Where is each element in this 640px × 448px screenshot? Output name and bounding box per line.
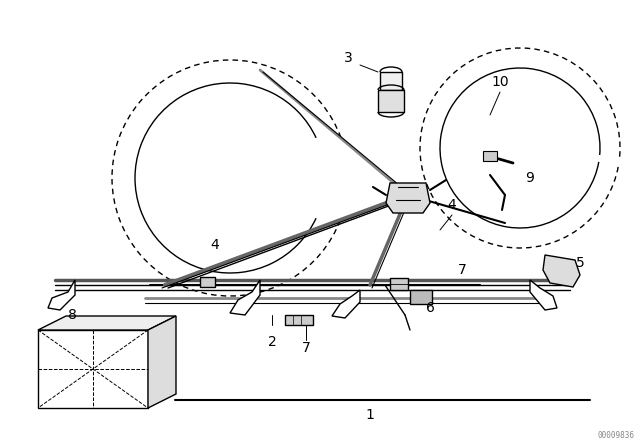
Bar — [390, 278, 408, 290]
Polygon shape — [38, 330, 148, 408]
Text: 9: 9 — [525, 171, 534, 185]
Text: 7: 7 — [301, 341, 310, 355]
Text: 7: 7 — [458, 263, 467, 277]
Polygon shape — [332, 290, 360, 318]
Text: 4: 4 — [447, 198, 456, 212]
Bar — [380, 72, 402, 90]
Text: 4: 4 — [211, 238, 220, 252]
Polygon shape — [48, 280, 75, 310]
Bar — [410, 290, 432, 304]
Text: 1: 1 — [365, 408, 374, 422]
Polygon shape — [530, 280, 557, 310]
Polygon shape — [230, 280, 260, 315]
Polygon shape — [543, 255, 580, 287]
Bar — [378, 90, 404, 112]
Polygon shape — [148, 316, 176, 408]
Bar — [200, 277, 215, 287]
Text: 8: 8 — [68, 308, 76, 322]
Bar — [285, 315, 313, 325]
Text: 2: 2 — [268, 335, 276, 349]
Polygon shape — [386, 183, 430, 213]
Text: 6: 6 — [426, 301, 435, 315]
Polygon shape — [38, 316, 176, 330]
Text: 10: 10 — [491, 75, 509, 89]
Text: 3: 3 — [344, 51, 353, 65]
Text: 5: 5 — [575, 256, 584, 270]
Text: 00009836: 00009836 — [598, 431, 635, 440]
Bar — [483, 151, 497, 161]
